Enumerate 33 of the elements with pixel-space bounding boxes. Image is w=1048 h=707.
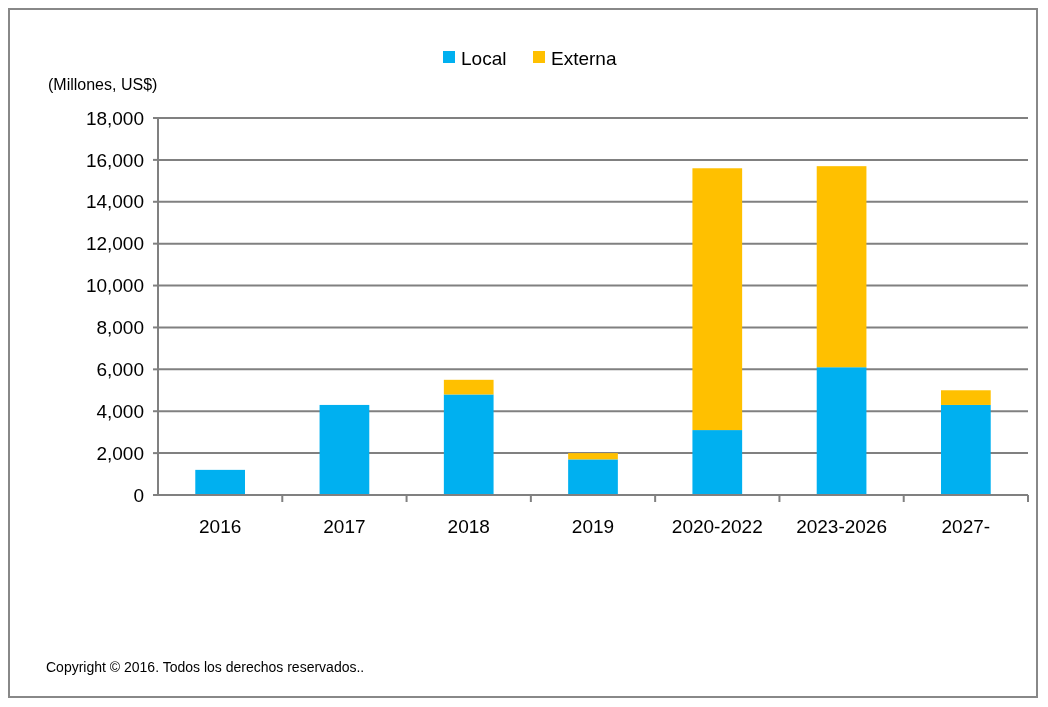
x-tick-label: 2016 (199, 516, 242, 537)
bar (941, 404, 991, 495)
bar (692, 168, 743, 431)
x-tick-label: 2020-2022 (671, 516, 763, 537)
bar (195, 469, 245, 495)
bar (816, 166, 867, 368)
text: Copyright © 2016. Todos los derechos reservados.. (46, 659, 365, 675)
x-tick-label: 2023-2026 (796, 516, 888, 537)
bar (816, 367, 867, 495)
bar (941, 390, 991, 405)
y-tick-label: 18,000 (85, 107, 144, 129)
y-tick-label: 16,000 (85, 149, 144, 171)
bar (319, 404, 370, 495)
legend-label: Local (461, 47, 507, 69)
bar (568, 453, 618, 460)
y-tick-label: 10,000 (85, 275, 144, 297)
x-tick-label: 2019 (571, 516, 615, 537)
bar (568, 459, 618, 495)
y-tick-label: 4,000 (96, 400, 144, 422)
legend-label: Externa (551, 47, 617, 69)
x-tick-label: 2027- (941, 516, 991, 537)
y-tick-label: 14,000 (85, 191, 144, 213)
y-tick-label: 2,000 (96, 442, 144, 464)
y-tick-label: 0 (133, 484, 144, 506)
y-axis-title: (Millones, US$) (48, 76, 158, 93)
bar (443, 379, 494, 395)
y-tick-label: 8,000 (96, 317, 144, 339)
bar (443, 394, 494, 495)
bar (692, 430, 743, 495)
x-tick-label: 2017 (323, 516, 366, 537)
y-tick-label: 6,000 (96, 358, 144, 380)
x-tick-label: 2018 (447, 516, 490, 537)
y-tick-label: 12,000 (85, 233, 144, 255)
